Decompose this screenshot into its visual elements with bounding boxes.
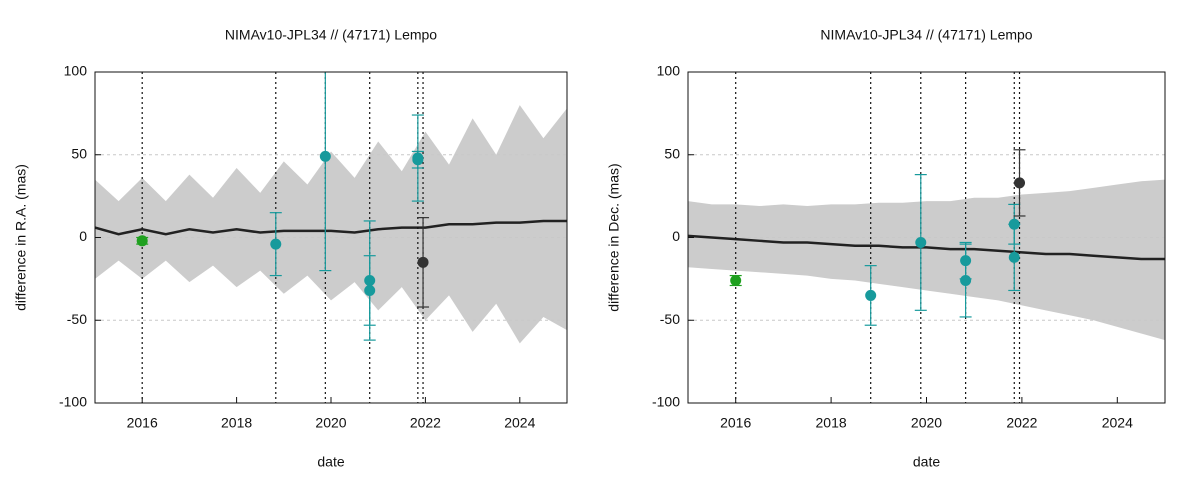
y-axis-label: difference in R.A. (mas) [13,164,29,311]
y-tick-label: -50 [67,311,87,327]
data-point [412,154,424,166]
data-point [960,275,972,287]
x-tick-label: 2016 [127,415,158,431]
x-axis-label: date [913,454,940,470]
data-point [865,289,877,301]
plot-frame [94,71,568,404]
x-tick-label: 2022 [410,415,441,431]
y-tick-label: 0 [79,228,87,244]
x-tick-label: 2018 [221,415,252,431]
x-tick-label: 2020 [315,415,346,431]
y-axis-label: difference in Dec. (mas) [606,163,622,311]
plot-area [688,72,1165,403]
chart-title: NIMAv10-JPL34 // (47171) Lempo [225,27,437,43]
data-point [1014,177,1026,189]
y-tick-label: 0 [672,228,680,244]
data-point [136,235,148,247]
x-tick-label: 2024 [1102,415,1133,431]
x-tick-label: 2020 [911,415,942,431]
plot-area [95,72,567,403]
data-point [270,238,282,250]
panel: -100 -50 0 50 100 2016 2018 2020 2022 2024 NIMAv10… [13,27,568,470]
uncertainty-band [688,179,1165,341]
y-tick-label: 100 [64,63,88,79]
x-tick-label: 2016 [720,415,751,431]
y-tick-label: 50 [71,145,87,161]
data-point [730,275,742,287]
data-point [417,256,429,268]
data-point [319,150,331,162]
y-tick-label: -50 [660,311,680,327]
x-axis-label: date [317,454,344,470]
panel: -100 -50 0 50 100 2016 2018 2020 2022 2024 NIMAv10… [606,27,1166,470]
uncertainty-band [95,105,567,344]
x-tick-label: 2018 [816,415,847,431]
data-point [1008,251,1020,263]
chart-title: NIMAv10-JPL34 // (47171) Lempo [820,27,1032,43]
data-point [364,284,376,296]
y-tick-label: 50 [664,145,680,161]
x-tick-label: 2022 [1006,415,1037,431]
y-tick-label: -100 [652,394,680,410]
y-tick-label: 100 [657,63,681,79]
data-point [915,236,927,248]
y-tick-label: -100 [59,394,87,410]
mean-line [95,219,567,236]
plot-frame [687,71,1166,404]
mean-line [688,234,1165,261]
x-tick-label: 2024 [504,415,535,431]
